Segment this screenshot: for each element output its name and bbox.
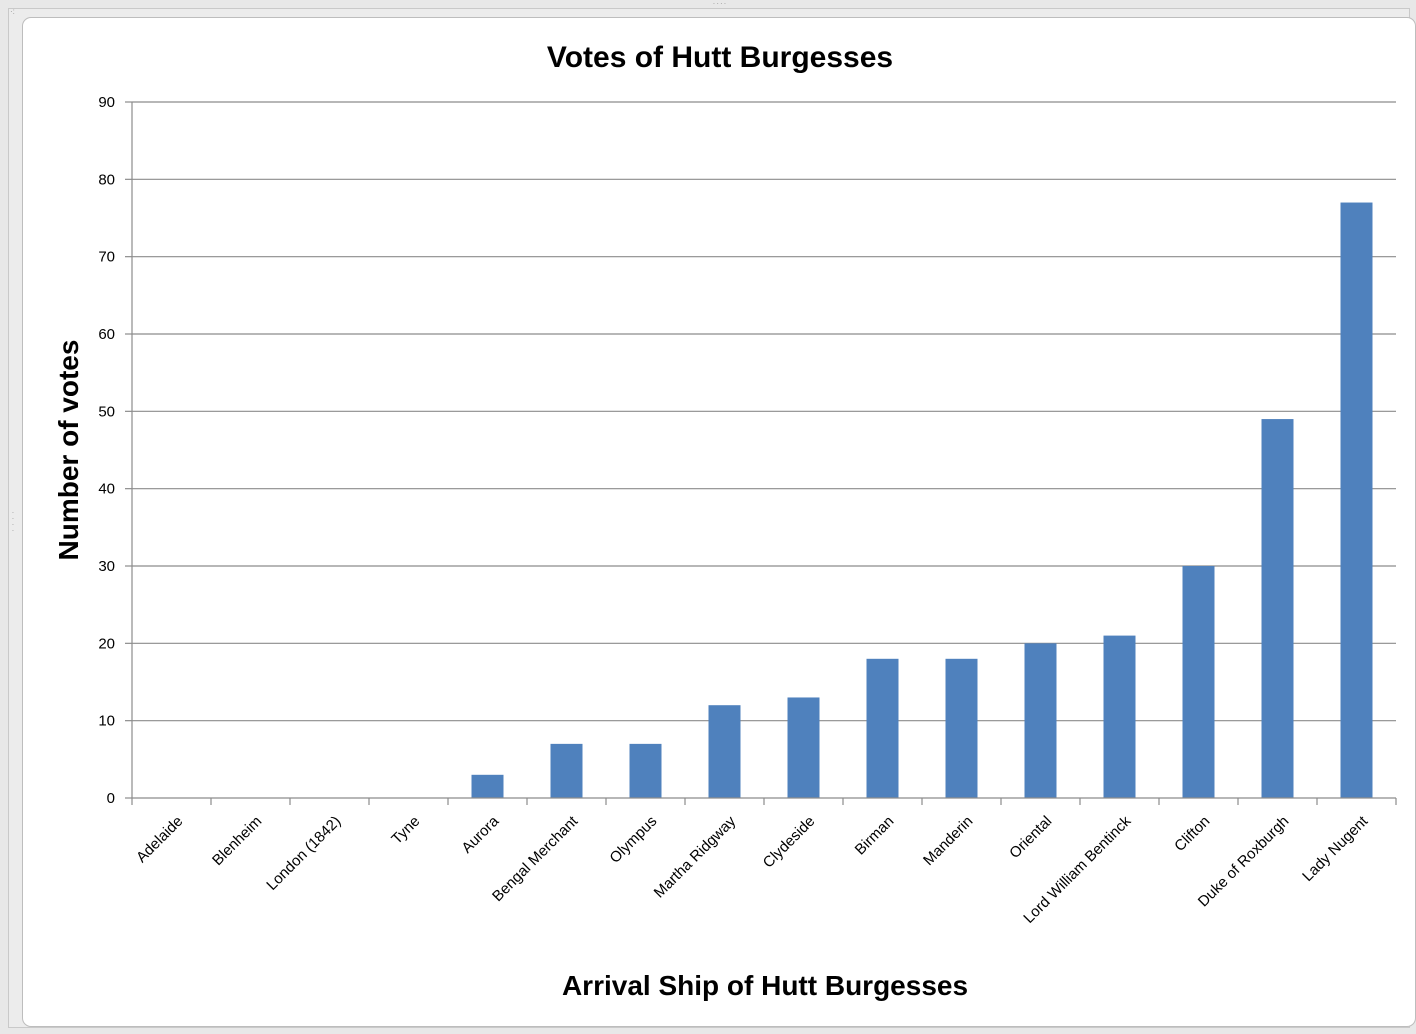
bar — [708, 705, 741, 798]
bar — [1182, 566, 1215, 798]
y-axis-ticks: 0 10 20 30 40 50 60 70 80 90 — [98, 94, 132, 807]
x-tick-label: Clydeside — [760, 813, 819, 872]
y-tick-label: 20 — [98, 635, 115, 652]
bar — [1103, 635, 1136, 798]
x-tick-label: Blenheim — [209, 813, 265, 869]
bar — [1261, 419, 1294, 798]
x-tick-label: Tyne — [388, 813, 423, 848]
x-tick-label: Bengal Merchant — [489, 812, 582, 905]
y-tick-label: 0 — [107, 790, 115, 807]
bar — [1340, 202, 1373, 799]
y-tick-label: 70 — [98, 249, 115, 266]
bar — [945, 658, 978, 798]
y-tick-label: 40 — [98, 481, 115, 498]
x-tick-label: Olympus — [606, 813, 660, 867]
resize-handle-left[interactable]: · · · · — [11, 508, 15, 535]
bar — [787, 697, 820, 798]
x-tick-label: Manderin — [920, 813, 976, 869]
bar — [629, 743, 662, 798]
y-tick-label: 10 — [98, 713, 115, 730]
y-tick-label: 90 — [98, 94, 115, 111]
x-tick-label: Clifton — [1171, 813, 1213, 855]
resize-handle-top[interactable]: ···· — [712, 0, 728, 8]
x-tick-label: London (1842) — [263, 813, 344, 894]
y-tick-label: 80 — [98, 171, 115, 188]
bars — [471, 202, 1373, 799]
x-tick-label: Aurora — [458, 812, 502, 856]
bar — [550, 743, 583, 798]
y-tick-label: 50 — [98, 403, 115, 420]
x-tick-label: Adelaide — [133, 813, 186, 866]
bar — [471, 774, 504, 798]
x-tick-label: Oriental — [1006, 813, 1055, 862]
y-tick-label: 30 — [98, 558, 115, 575]
resize-handle-corner[interactable]: ·: — [10, 7, 15, 16]
x-axis-title: Arrival Ship of Hutt Burgesses — [562, 970, 968, 1001]
x-tick-label: Birman — [852, 813, 898, 859]
x-tick-label: Martha Ridgway — [651, 812, 740, 901]
bar — [1024, 643, 1057, 798]
bar — [866, 658, 899, 798]
y-tick-label: 60 — [98, 326, 115, 343]
y-axis-title: Number of votes — [53, 340, 84, 561]
chart-area[interactable] — [22, 17, 1416, 1027]
chart-title: Votes of Hutt Burgesses — [547, 41, 893, 74]
x-tick-label: Lady Nugent — [1299, 812, 1372, 885]
